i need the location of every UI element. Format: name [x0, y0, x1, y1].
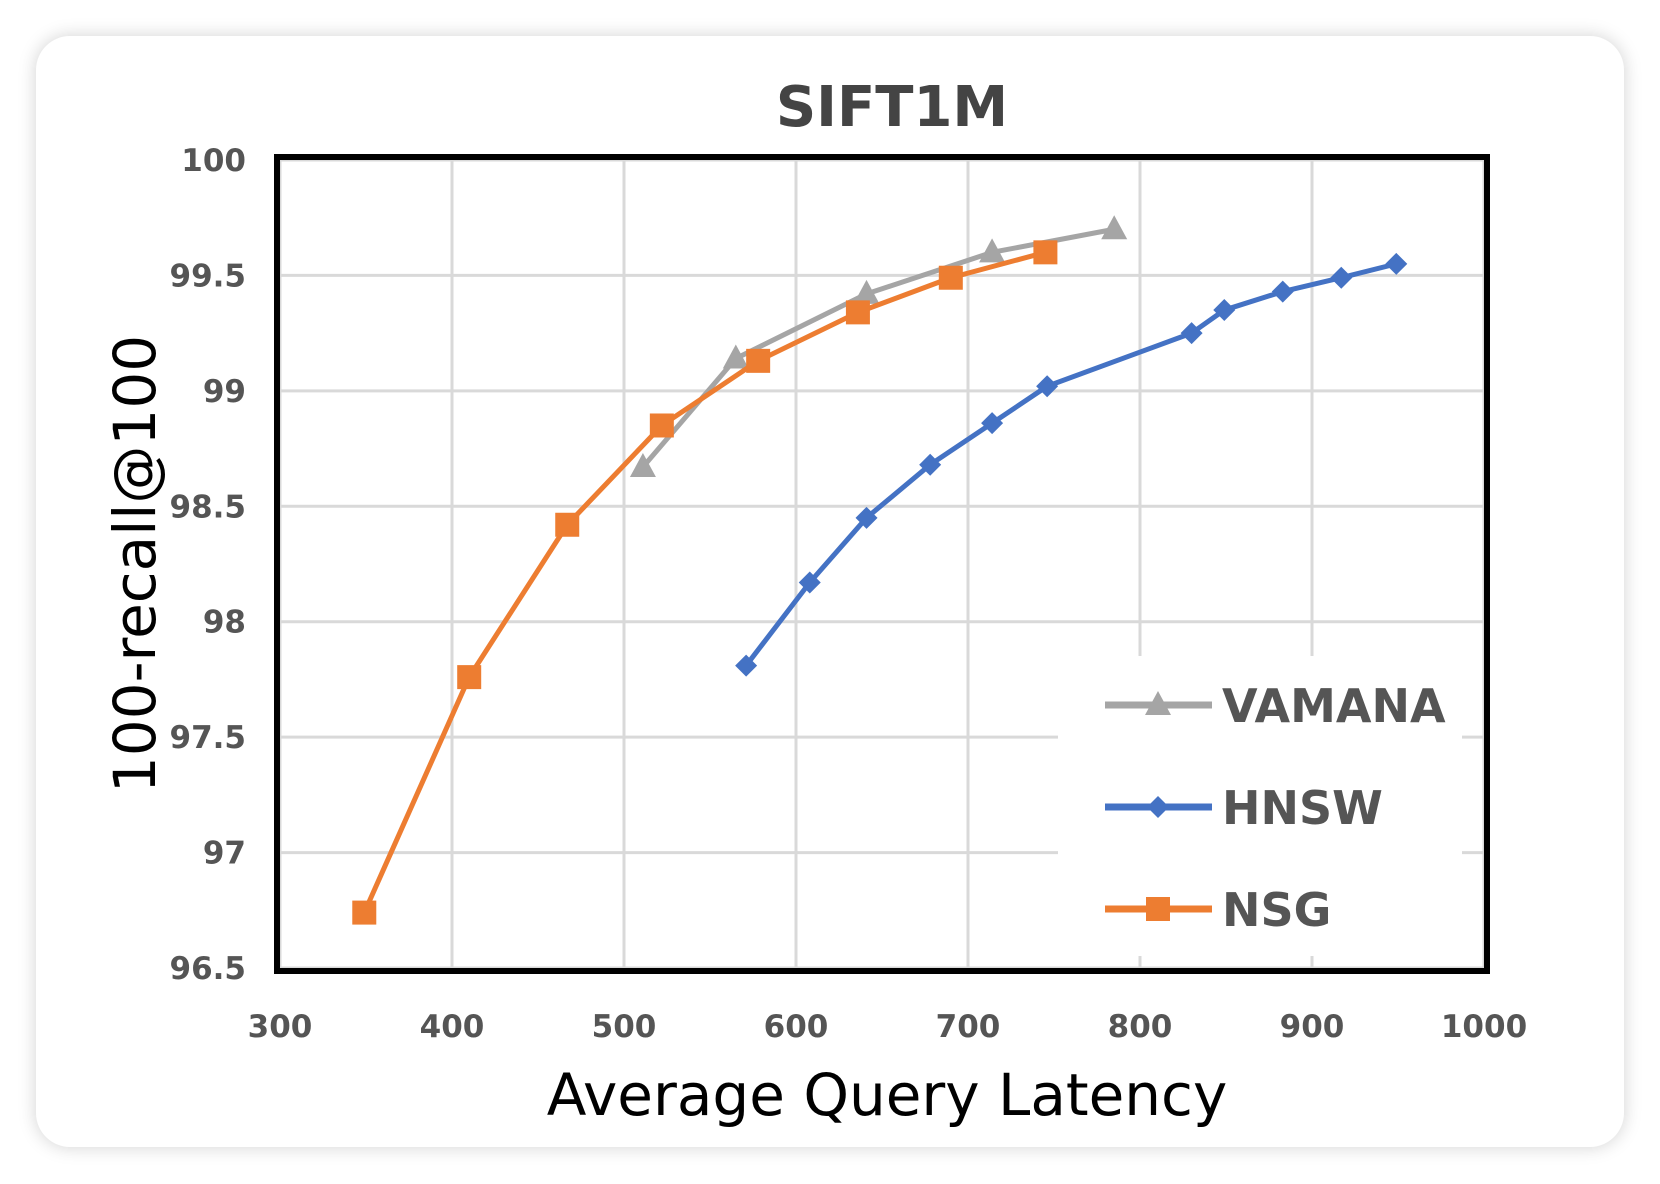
data-point-nsg: [457, 665, 482, 690]
y-tick-label: 96.5: [170, 951, 247, 987]
y-tick-label: 100: [181, 143, 246, 179]
data-point-hnsw: [1385, 252, 1408, 275]
data-point-nsg: [938, 265, 963, 290]
legend-label: NSG: [1222, 883, 1331, 937]
data-point-hnsw: [735, 654, 758, 677]
data-point-vamana: [979, 238, 1006, 263]
legend-marker: [1146, 897, 1170, 921]
x-axis-label: Average Query Latency: [547, 1061, 1228, 1129]
y-tick-label: 99: [203, 374, 246, 410]
legend-marker: [1145, 691, 1171, 715]
data-point-nsg: [352, 900, 377, 925]
x-tick-label: 500: [592, 1009, 657, 1045]
legend-item-nsg: NSG: [1105, 883, 1331, 937]
data-point-vamana: [629, 453, 656, 478]
legend-label: VAMANA: [1222, 679, 1446, 733]
y-tick-label: 97.5: [170, 720, 247, 756]
legend-marker: [1147, 796, 1169, 818]
data-point-nsg: [649, 413, 674, 438]
y-axis-label: 100-recall@100: [101, 335, 169, 793]
series-line-vamana: [641, 226, 1115, 469]
x-tick-label: 1000: [1441, 1009, 1527, 1045]
x-tick-label: 800: [1108, 1009, 1173, 1045]
y-tick-label: 99.5: [170, 258, 247, 294]
series-group: [352, 215, 1408, 925]
legend-label: HNSW: [1222, 781, 1383, 835]
tick-labels: 300 400 500 600 700 800 900 1000 100 99.5 99 98.5 98…: [170, 143, 1528, 1045]
legend-item-hnsw: HNSW: [1105, 781, 1383, 835]
legend: VAMANA HNSW NSG: [1058, 656, 1462, 956]
data-point-vamana: [853, 279, 880, 304]
y-tick-label: 97: [203, 836, 246, 872]
data-point-hnsw: [798, 571, 821, 594]
data-point-hnsw: [1271, 280, 1294, 303]
data-point-hnsw: [855, 506, 878, 529]
data-point-hnsw: [1213, 299, 1236, 322]
y-tick-label: 98.5: [170, 489, 247, 525]
data-point-nsg: [746, 348, 771, 373]
x-tick-label: 600: [764, 1009, 829, 1045]
data-point-nsg: [1033, 240, 1058, 265]
series-line-nsg: [361, 249, 1047, 914]
data-point-nsg: [555, 512, 580, 537]
series-vamana: [629, 215, 1128, 478]
chart-title: SIFT1M: [776, 75, 1008, 140]
x-tick-label: 400: [420, 1009, 485, 1045]
x-tick-label: 900: [1280, 1009, 1345, 1045]
x-tick-label: 300: [248, 1009, 313, 1045]
x-tick-label: 700: [936, 1009, 1001, 1045]
series-line-hnsw: [744, 261, 1397, 668]
y-tick-label: 98: [203, 605, 246, 641]
plot-frame: [274, 154, 1490, 974]
data-point-hnsw: [1180, 322, 1203, 345]
series-nsg: [352, 240, 1058, 925]
data-point-hnsw: [1036, 375, 1059, 398]
data-point-vamana: [722, 344, 749, 369]
data-point-hnsw: [1330, 266, 1353, 289]
data-point-hnsw: [919, 453, 942, 476]
data-point-hnsw: [981, 412, 1004, 435]
chart-card: [36, 36, 1624, 1147]
data-point-vamana: [1101, 215, 1128, 240]
series-hnsw: [735, 252, 1408, 677]
legend-item-vamana: VAMANA: [1105, 679, 1446, 733]
data-point-nsg: [845, 300, 870, 325]
